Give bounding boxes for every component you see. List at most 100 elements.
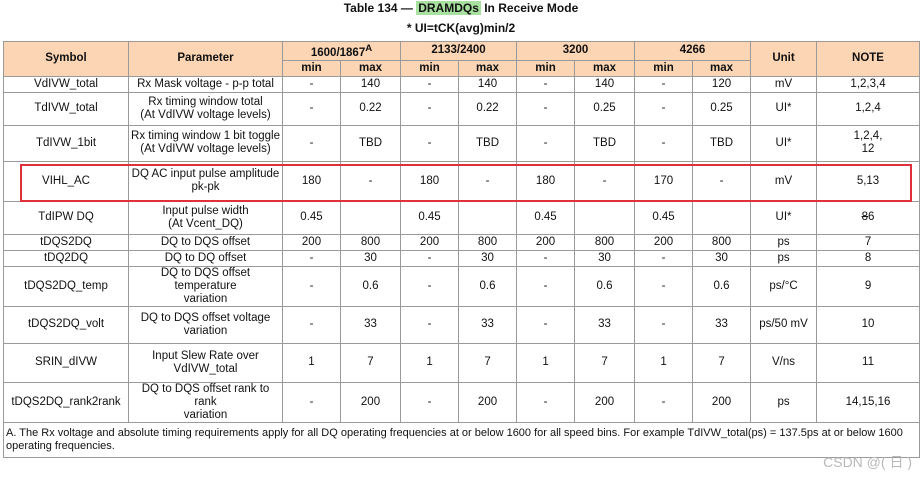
cell: -: [400, 381, 460, 423]
table-title: Table 134 — DRAMDQs In Receive Mode: [0, 1, 922, 15]
spec-table: Symbol Parameter 1600/1867A 2133/2400 3200 42…: [2, 41, 921, 458]
subtitle: * UI=tCK(avg)min/2: [406, 21, 516, 35]
cell: 7: [339, 342, 402, 383]
cell: -: [282, 124, 341, 162]
cell: 200: [282, 233, 341, 251]
watermark: CSDN @( 日 ): [823, 454, 912, 470]
cell: 8: [816, 249, 921, 267]
group-label: 2133/2400: [431, 44, 486, 57]
cell: 200: [692, 381, 752, 423]
cell: Rx timing window total (At VdIVW voltage…: [128, 91, 283, 126]
cell: -: [400, 91, 460, 126]
cell: ps: [750, 249, 818, 267]
cell: 1: [634, 342, 694, 383]
header-sub: min: [516, 59, 576, 77]
header-group: 4266: [634, 41, 752, 61]
cell: 7: [816, 233, 921, 251]
data-row: tDQS2DQ_volt DQ to DQS offset voltage var…: [3, 305, 921, 344]
cell: [574, 200, 636, 235]
header-sub: max: [458, 59, 518, 77]
cell: 180: [516, 160, 576, 202]
cell: -: [634, 381, 694, 423]
cell: 180: [282, 160, 341, 202]
cell: tDQS2DQ: [3, 233, 129, 251]
cell: -: [282, 381, 341, 423]
header-sub: max: [339, 59, 402, 77]
cell: 30: [574, 249, 636, 267]
cell: VdIVW_total: [3, 75, 129, 93]
cell: 800: [692, 233, 752, 251]
cell: -: [282, 305, 341, 344]
cell: ps: [750, 381, 818, 423]
cell: 0.45: [282, 200, 341, 235]
cell: UI*: [750, 91, 818, 126]
cell: -: [516, 249, 576, 267]
cell: 7: [574, 342, 636, 383]
cell: 0.6: [692, 265, 752, 307]
header-row: Symbol Parameter 1600/1867A 2133/2400 3200 42…: [3, 41, 921, 77]
header-cell: Parameter: [128, 41, 283, 77]
cell: 33: [692, 305, 752, 344]
cell: 0.6: [339, 265, 402, 307]
cell: 200: [339, 381, 402, 423]
cell: UI*: [750, 200, 818, 235]
cell: -: [400, 249, 460, 267]
header-group: 2133/2400: [400, 41, 518, 61]
cell: 0.45: [634, 200, 694, 235]
group-label: 4266: [679, 44, 706, 57]
cell: UI*: [750, 124, 818, 162]
cell: -: [516, 124, 576, 162]
cell: DQ to DQS offset temperature variation: [128, 265, 283, 307]
cell: [458, 200, 518, 235]
cell: 0.45: [516, 200, 576, 235]
cell: -: [400, 265, 460, 307]
group-label: 3200: [562, 44, 589, 57]
cell: 200: [634, 233, 694, 251]
cell: 0.6: [458, 265, 518, 307]
cell: 1,2,4: [816, 91, 921, 126]
cell: 1: [282, 342, 341, 383]
cell: 140: [339, 75, 402, 93]
cell: 200: [516, 233, 576, 251]
title-highlight: DRAMDQs: [416, 1, 481, 15]
cell: [692, 200, 752, 235]
cell: 1: [516, 342, 576, 383]
cell: 33: [458, 305, 518, 344]
cell: 800: [458, 233, 518, 251]
cell: 5,13: [816, 160, 921, 202]
data-row: TdIVW_total Rx timing window total (At Vd…: [3, 91, 921, 126]
note: 6: [868, 211, 875, 224]
cell: TBD: [458, 124, 518, 162]
cell: mV: [750, 75, 818, 93]
data-row: VIHL_AC DQ AC input pulse amplitude pk-pk…: [3, 160, 921, 202]
cell: 800: [574, 233, 636, 251]
cell: 86: [816, 200, 921, 235]
data-row: tDQS2DQ DQ to DQS offset 200 800 200 800 200 80…: [3, 233, 921, 251]
cell: 30: [692, 249, 752, 267]
title-text: Table 134 —: [343, 1, 417, 15]
cell: Rx timing window 1 bit toggle (At VdIVW …: [128, 124, 283, 162]
cell: -: [574, 160, 636, 202]
cell: 1,2,3,4: [816, 75, 921, 93]
cell: -: [516, 381, 576, 423]
header-row: min max min max min max min max: [4, 59, 920, 77]
cell: -: [282, 265, 341, 307]
cell: 1,2,4, 12: [816, 124, 921, 162]
data-row: TdIPW DQ Input pulse width (At Vcent_DQ) 0…: [3, 200, 921, 235]
cell: 140: [458, 75, 518, 93]
cell: -: [282, 75, 341, 93]
cell: TdIPW DQ: [3, 200, 129, 235]
cell: -: [458, 160, 518, 202]
cell: TdIVW_total: [3, 91, 129, 126]
struck-note: 8: [861, 211, 869, 224]
group-label: 1600/1867: [310, 46, 366, 59]
cell: 30: [339, 249, 402, 267]
cell: 0.22: [339, 91, 402, 126]
cell: [339, 200, 402, 235]
header-group: 1600/1867A: [281, 41, 402, 61]
data-row: TdIVW_1bit Rx timing window 1 bit toggle …: [3, 124, 921, 162]
cell: 180: [400, 160, 460, 202]
cell: -: [634, 265, 694, 307]
cell: -: [692, 160, 752, 202]
